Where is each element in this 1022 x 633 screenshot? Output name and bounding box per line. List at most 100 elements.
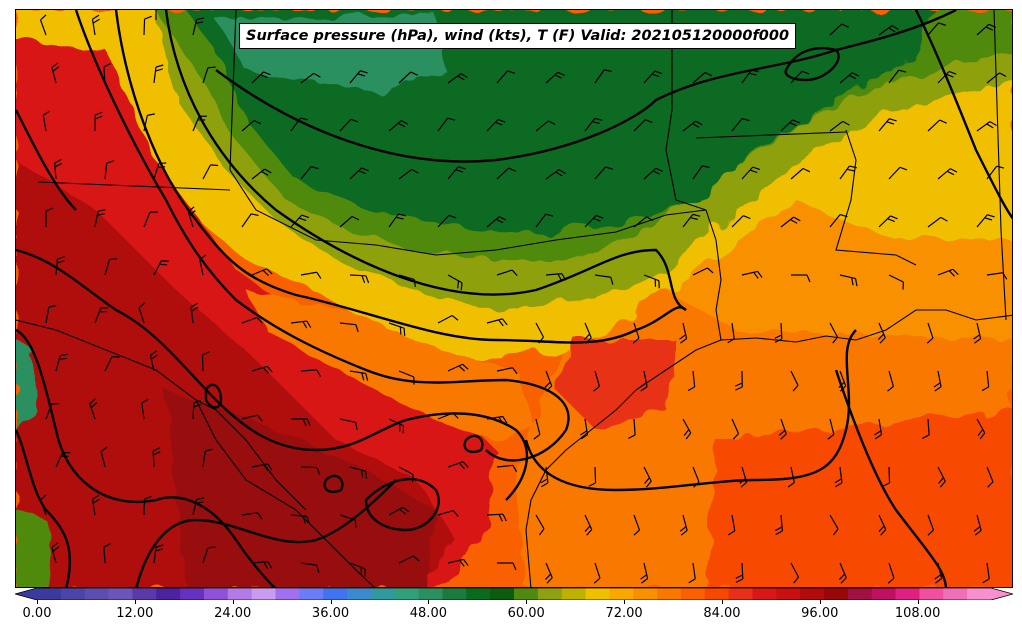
wind-barb xyxy=(45,304,57,324)
colorbar-tick-label: 48.00 xyxy=(409,606,447,621)
wind-barb xyxy=(628,418,636,439)
colorbar-swatch xyxy=(728,588,754,600)
colorbar-swatch xyxy=(347,588,372,600)
colorbar-swatch xyxy=(84,588,110,600)
wind-barb xyxy=(888,166,908,180)
wind-barb xyxy=(89,398,98,420)
temperature-regions xyxy=(16,10,1012,587)
wind-barb xyxy=(643,274,660,289)
wind-barb xyxy=(349,167,369,180)
colorbar-swatch xyxy=(633,588,658,600)
colorbar-tick-mark xyxy=(917,600,919,604)
wind-barb xyxy=(94,111,103,132)
colorbar-swatch xyxy=(609,588,634,600)
wind-barb xyxy=(741,69,759,84)
wind-barb xyxy=(731,418,740,440)
wind-barb xyxy=(398,168,419,180)
wind-barb xyxy=(152,447,161,468)
wind-barb xyxy=(632,322,640,344)
colorbar-tick-mark xyxy=(330,600,332,604)
wind-barb xyxy=(937,268,959,277)
wind-barb xyxy=(834,466,843,488)
map-panel[interactable]: Surface pressure (hPa), wind (kts), T (F… xyxy=(15,9,1013,588)
wind-barb xyxy=(878,215,898,228)
wind-barb xyxy=(398,466,414,483)
colorbar-swatch xyxy=(132,588,157,600)
wind-barb xyxy=(447,363,469,372)
wind-barb xyxy=(540,466,549,488)
wind-barb xyxy=(687,370,696,392)
wind-barb xyxy=(927,216,948,228)
wind-barb xyxy=(839,165,857,180)
temp-zone-sw-green xyxy=(16,510,51,587)
wind-barb xyxy=(640,562,649,584)
wind-barb xyxy=(878,118,897,132)
wind-barb xyxy=(251,268,273,277)
colorbar-swatch xyxy=(680,588,706,600)
wind-barb xyxy=(679,514,688,536)
wind-barb xyxy=(731,117,750,132)
wind-barb xyxy=(838,370,847,392)
wind-barb xyxy=(986,72,1007,84)
wind-barb xyxy=(887,562,895,584)
wind-barb xyxy=(398,274,416,288)
wind-barb xyxy=(741,166,761,180)
colorbar-tick-label: 24.00 xyxy=(214,606,252,621)
colorbar-swatch xyxy=(943,588,968,600)
wind-barb xyxy=(583,322,592,344)
colorbar-swatch xyxy=(275,588,300,600)
colorbar-tick-mark xyxy=(624,600,626,604)
wind-barb xyxy=(934,562,943,584)
colorbar-swatch xyxy=(418,588,444,600)
wind-barb xyxy=(241,316,263,324)
wind-barb xyxy=(688,562,696,584)
wind-barb xyxy=(545,71,566,84)
wind-barb xyxy=(54,158,62,180)
state-border-ok-ar xyxy=(665,10,707,211)
wind-barb xyxy=(643,167,664,180)
state-border-ms-west xyxy=(835,129,917,266)
wind-barb xyxy=(584,117,603,132)
wind-barb xyxy=(829,514,839,536)
wind-barb xyxy=(138,302,146,324)
colorbar-tick-label: 84.00 xyxy=(703,606,741,621)
wind-barb xyxy=(447,461,469,470)
wind-barb xyxy=(633,216,654,228)
wind-barb xyxy=(692,71,713,84)
wind-barb xyxy=(976,214,995,228)
colorbar-swatch xyxy=(847,588,873,600)
wind-barb xyxy=(437,412,459,420)
colorbar-swatch xyxy=(776,588,801,600)
wind-barb xyxy=(829,213,848,228)
wind-barb xyxy=(55,256,65,276)
colorbar-swatch xyxy=(824,588,849,600)
isobar-3 xyxy=(114,10,687,344)
coastline-texas xyxy=(525,339,722,587)
wind-barb xyxy=(388,120,409,132)
wind-barb xyxy=(349,370,369,382)
wind-barb xyxy=(790,562,800,584)
wind-barb xyxy=(829,120,850,132)
wind-barb xyxy=(937,466,946,488)
wind-barb xyxy=(486,513,507,522)
wind-barb xyxy=(496,269,518,277)
wind-barb xyxy=(251,168,272,180)
wind-barb xyxy=(774,322,783,343)
colorbar-swatch xyxy=(895,588,921,600)
wind-barb xyxy=(42,110,50,132)
colorbar-swatch xyxy=(967,588,992,600)
colorbar-swatch xyxy=(800,588,825,600)
wind-barb xyxy=(202,546,216,564)
wind-barb xyxy=(839,274,858,287)
wind-barb xyxy=(790,70,810,84)
wind-barb xyxy=(593,370,600,392)
wind-barb xyxy=(388,213,406,228)
wind-barb xyxy=(888,274,904,290)
wind-barb xyxy=(202,164,219,180)
colorbar-swatch xyxy=(323,588,348,600)
isobar-10 xyxy=(204,383,223,409)
wind-barb xyxy=(545,273,567,281)
wind-barb xyxy=(735,562,744,583)
wind-barb xyxy=(593,562,601,584)
wind-barb xyxy=(986,165,1005,180)
